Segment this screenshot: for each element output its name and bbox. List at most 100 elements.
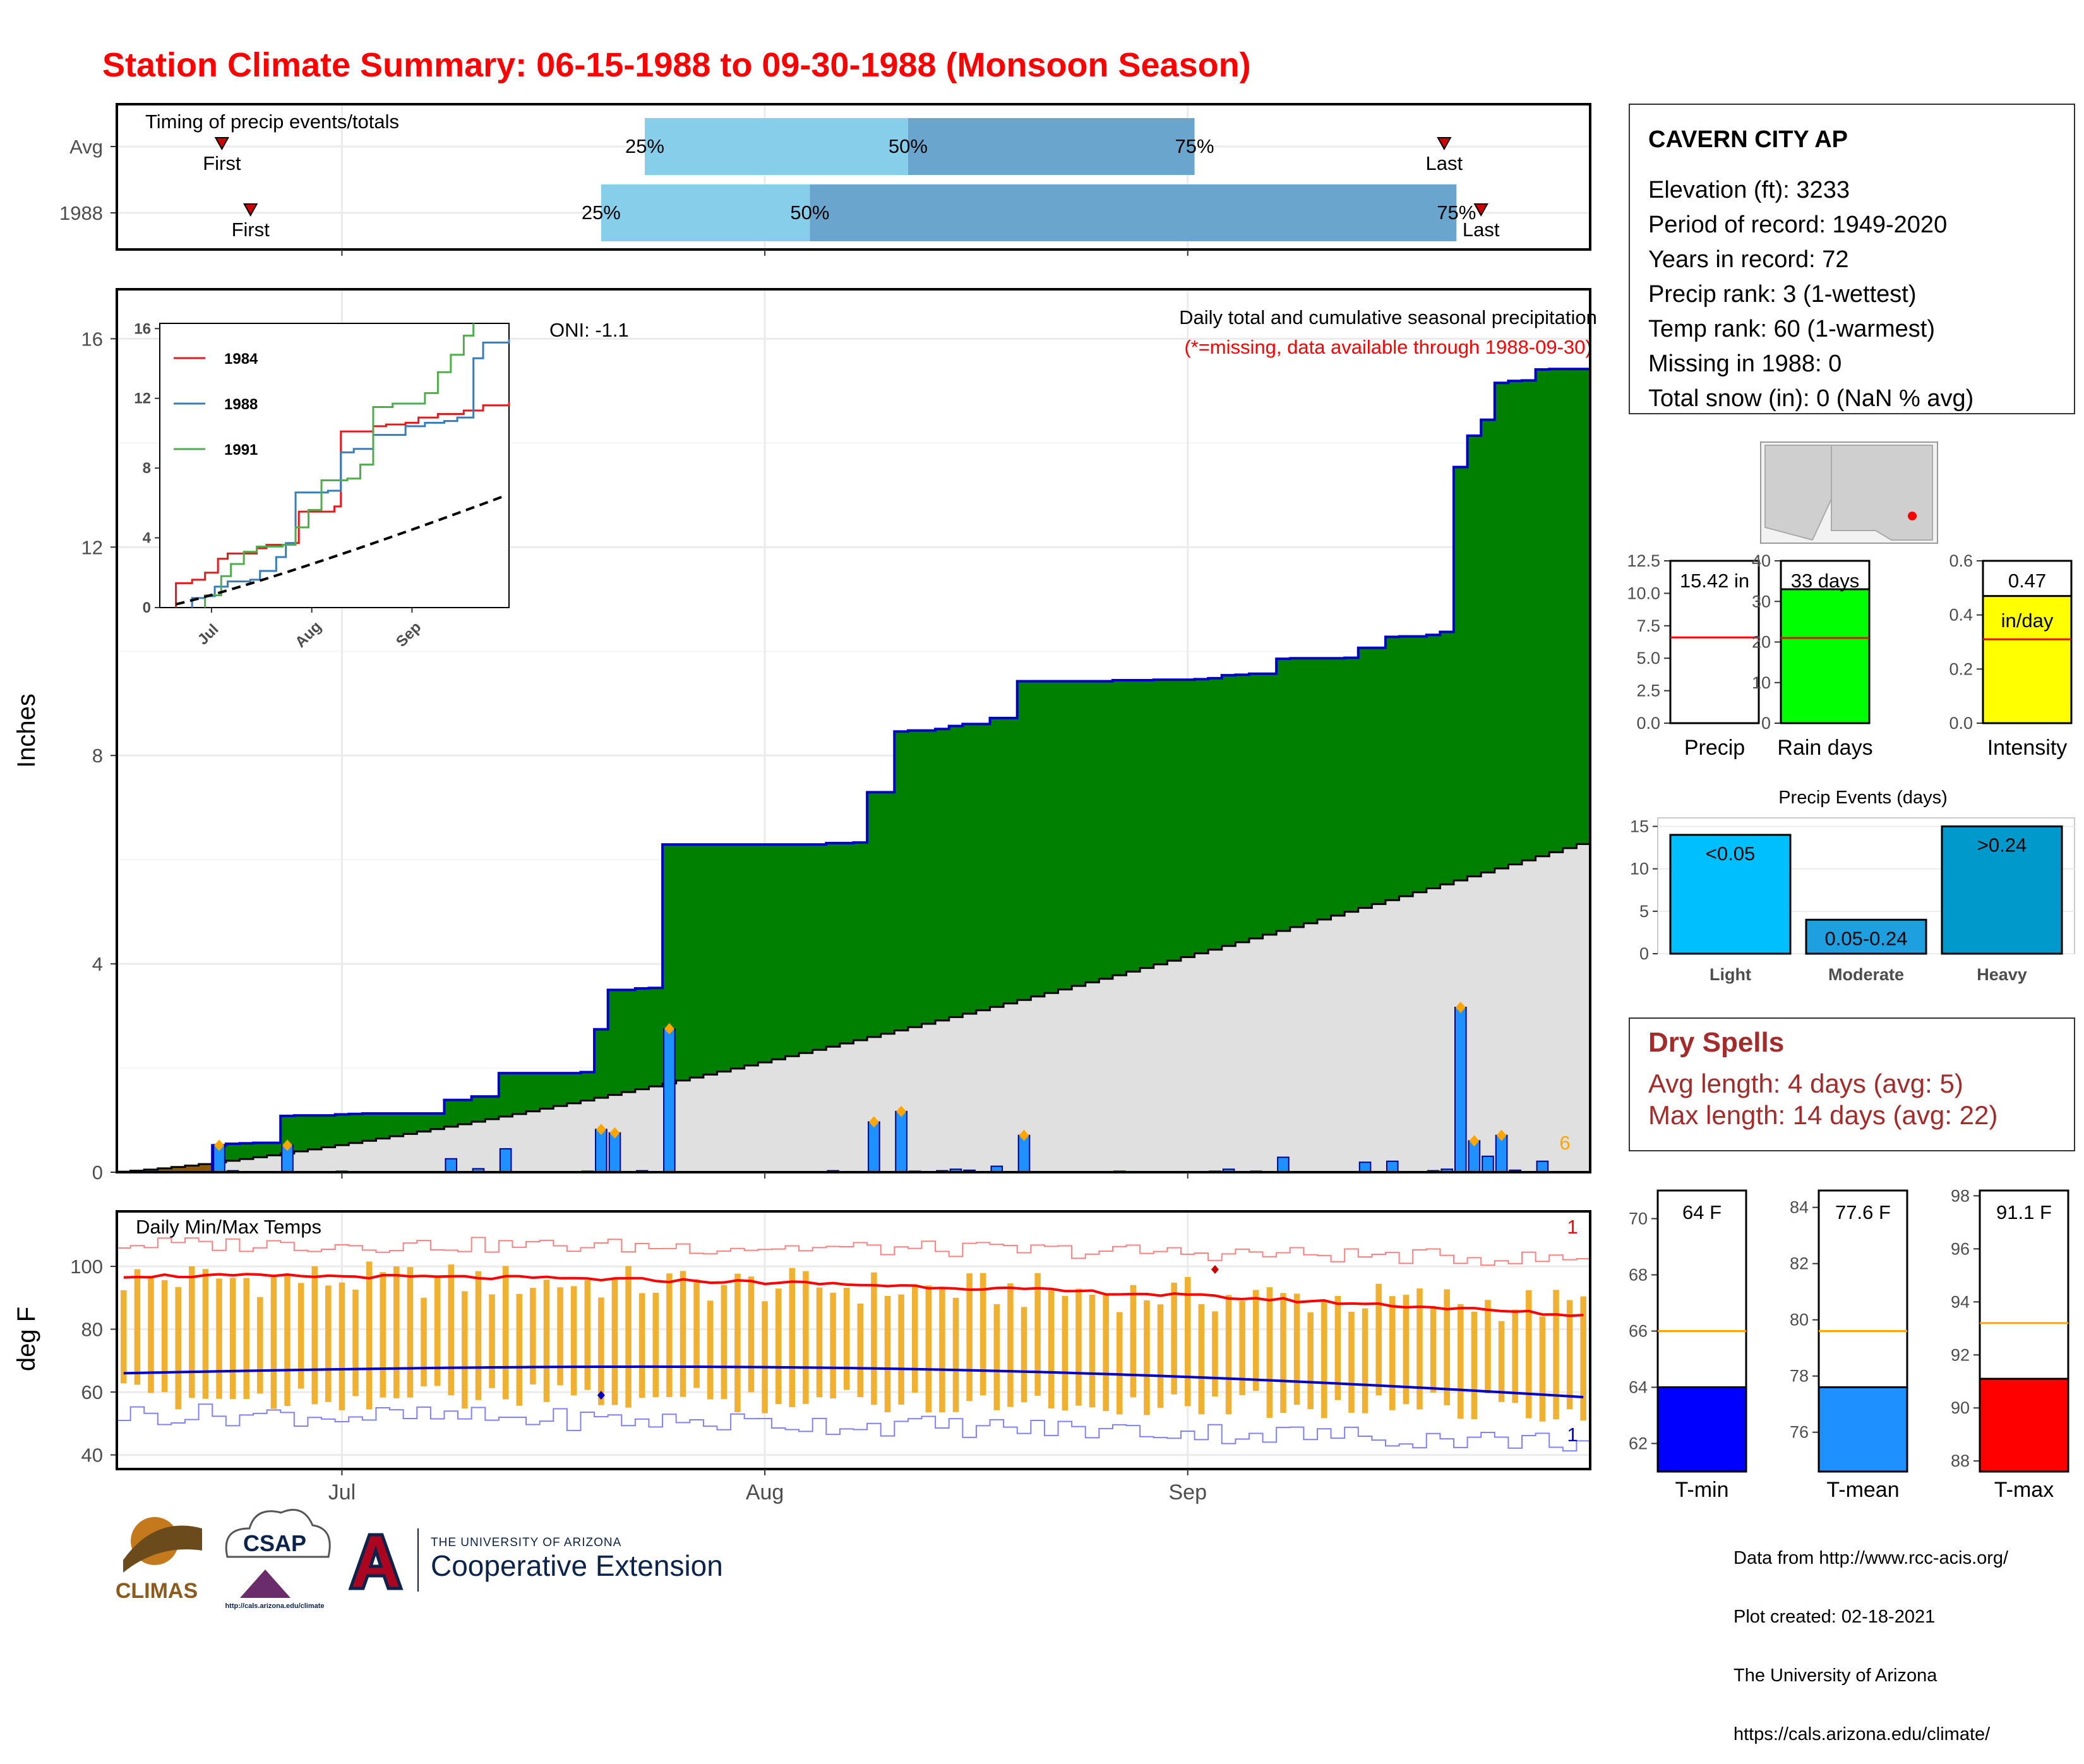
daily-temp-bar [721,1285,728,1400]
daily-temp-bar [1416,1288,1423,1410]
events-y-tick-label: 5 [1639,902,1649,921]
daily-temp-bar [939,1288,945,1413]
quantile-label: 50% [790,201,829,224]
first-event-marker [214,137,230,151]
daily-precip-bar [1358,1161,1372,1173]
dry-spells-box [1629,1017,2075,1151]
x-tick-label: Jul [328,1480,356,1504]
daily-temp-bar [1526,1290,1532,1419]
daily-temp-bar [952,1297,959,1412]
quantile-label: 75% [1175,135,1214,157]
daily-temp-bar [1225,1295,1232,1415]
temp-bar-value: 91.1 F [1996,1201,2052,1223]
x-tick-label: Sep [1168,1480,1207,1504]
daily-temp-bar [1157,1304,1164,1408]
summary-bar-label: Rain days [1777,736,1872,760]
daily-precip-bar [1277,1156,1290,1173]
daily-temp-bar [1171,1282,1177,1395]
daily-temp-bar [638,1293,645,1398]
daily-temp-bar [1034,1273,1041,1396]
daily-temp-bar [625,1266,632,1408]
summary-y-tick-label: 10 [1752,673,1771,692]
ua-large-text: Cooperative Extension [431,1549,723,1582]
daily-temp-bar [707,1300,714,1400]
station-name: CAVERN CITY AP [1648,126,1848,153]
daily-temp-bar [448,1264,454,1396]
surplus-area [117,369,1590,1172]
daily-temp-bar [543,1280,550,1402]
inset-legend-label: 1988 [224,396,258,413]
daily-temp-bar [1498,1321,1505,1402]
y-tick-label: 4 [92,953,103,975]
daily-temp-bar [366,1261,373,1410]
precip-events-bar [1669,834,1792,955]
summary-y-tick-label: 10.0 [1627,584,1660,603]
summary-bar-label: Precip [1684,736,1745,760]
station-info-line: Precip rank: 3 (1-wettest) [1648,281,1916,308]
daily-temp-bar [311,1266,318,1405]
daily-temp-bar [325,1285,332,1402]
map-state-az [1764,445,1832,541]
events-y-tick-label: 0 [1639,944,1649,963]
events-category-label: Light [1710,965,1751,984]
deficit-area [117,1155,281,1172]
daily-precip-bar [895,1110,907,1173]
daily-temp-bar [270,1275,277,1409]
daily-temp-bar [352,1289,359,1396]
quantile-label: 25% [625,135,664,157]
csap-logo-mountain [240,1569,290,1598]
daily-temp-bar [789,1268,796,1407]
station-location-dot [1908,512,1917,520]
summary-bar-label: Intensity [1987,736,2068,760]
daily-temp-bar [1539,1316,1546,1422]
temp-bar-y-tick-label: 62 [1629,1434,1648,1453]
daily-precip-bar [1536,1160,1549,1173]
daily-temp-bar [1007,1283,1014,1407]
page-title: Station Climate Summary: 06-15-1988 to 0… [102,46,1251,84]
daily-temp-bar [407,1267,414,1398]
corner-count: 6 [1559,1132,1570,1154]
ua-small-text: THE UNIVERSITY OF ARIZONA [431,1536,622,1549]
heavy-event-marker [896,1105,907,1117]
daily-temp-bar [1307,1312,1314,1410]
daily-temp-bar [966,1273,973,1401]
daily-temp-bar [1348,1311,1355,1413]
last-event-marker [1437,137,1452,151]
temp-bar-y-tick-label: 84 [1790,1198,1809,1217]
inset-y-tick-label: 12 [134,390,151,407]
daily-temp-bar [1293,1293,1300,1405]
summary-y-tick-label: 12.5 [1627,551,1660,570]
temp-panel-frame [116,1210,1591,1470]
dry-spells-max: Max length: 14 days (avg: 22) [1648,1100,1997,1130]
temp-bar-label: T-mean [1826,1478,1899,1502]
credit-line: Data from http://www.rcc-acis.org/ [1734,1548,2009,1568]
heavy-event-marker [1469,1135,1480,1147]
main-legend-note: (*=missing, data available through 1988-… [1184,336,1591,358]
daily-temp-bar [762,1301,768,1413]
events-range-label: 0.05-0.24 [1825,927,1908,949]
temp-panel-label: Daily Min/Max Temps [136,1216,321,1238]
y-tick-label: 0 [92,1161,103,1184]
record-low-marker [597,1391,605,1400]
daily-temp-bar [652,1292,659,1398]
daily-temp-bar [148,1276,154,1393]
daily-temp-bar [1334,1295,1341,1400]
events-category-label: Heavy [1977,965,2027,984]
daily-temp-bar [884,1295,891,1412]
summary-value-label: 15.42 in [1680,570,1749,592]
daily-precip-bar [1482,1155,1494,1173]
quantile-bar-50-75 [810,184,1457,241]
daily-temp-bar [1266,1287,1273,1418]
last-event-marker [1473,203,1488,217]
quantile-bar-25-50 [644,118,908,175]
heavy-event-marker [596,1124,606,1136]
daily-temp-bar [1389,1296,1396,1410]
temp-bar-y-tick-label: 70 [1629,1209,1648,1228]
daily-temp-bar [843,1287,850,1390]
station-info-line: Temp rank: 60 (1-warmest) [1648,316,1935,342]
temp-bar-y-tick-label: 66 [1629,1322,1648,1341]
daily-temp-bar [1471,1311,1478,1420]
csap-logo-text: CSAP [243,1530,306,1556]
temp-summary-bar [1979,1377,2069,1473]
heavy-event-marker [868,1116,879,1128]
